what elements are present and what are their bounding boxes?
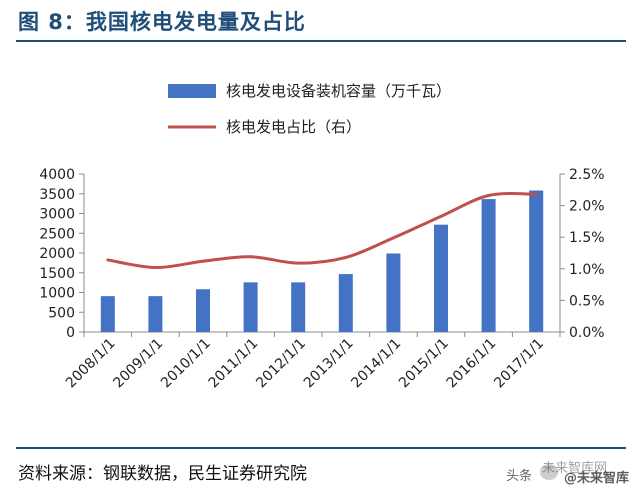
y-left-tick-label: 1500 — [39, 266, 75, 282]
bar-2012/1/1 — [291, 282, 306, 332]
share-point-2008/1/1 — [106, 258, 110, 262]
share-point-2012/1/1 — [296, 261, 300, 265]
share-line-series — [107, 192, 537, 270]
source-note: 资料来源：钢联数据，民生证券研究院 — [18, 464, 307, 484]
share-point-2013/1/1 — [344, 255, 348, 259]
bar-2013/1/1 — [338, 274, 353, 332]
x-tick-label: 2011/1/1 — [206, 336, 262, 392]
y-left-tick-label: 500 — [48, 305, 75, 321]
x-tick-label: 2009/1/1 — [110, 336, 166, 392]
x-tick-label: 2010/1/1 — [158, 336, 214, 392]
share-point-2016/1/1 — [487, 193, 491, 197]
watermark-logo-icon — [540, 464, 558, 480]
y-right-tick-label: 0.0% — [569, 325, 605, 341]
x-tick-label: 2016/1/1 — [444, 336, 500, 392]
title-divider — [16, 40, 626, 42]
y-right-tick-label: 1.5% — [569, 230, 605, 246]
bar-2016/1/1 — [481, 199, 496, 332]
share-point-2010/1/1 — [201, 259, 205, 263]
legend-bar-swatch — [168, 84, 216, 98]
y-right-tick-label: 2.5% — [569, 167, 605, 183]
legend-bar-label: 核电发电设备装机容量（万千瓦） — [226, 82, 451, 100]
y-right-tick-label: 0.5% — [569, 293, 605, 309]
bar-2011/1/1 — [243, 282, 258, 332]
watermark-part-c: @未来智库 — [564, 471, 630, 486]
bar-2008/1/1 — [100, 296, 115, 332]
x-tick-label: 2013/1/1 — [301, 336, 357, 392]
y-left-tick-label: 1000 — [39, 286, 75, 302]
share-point-2014/1/1 — [391, 236, 395, 240]
share-point-2009/1/1 — [153, 266, 157, 270]
figure-title: 图 8：我国核电发电量及占比 — [18, 10, 306, 34]
x-tick-label: 2012/1/1 — [253, 336, 309, 392]
y-left-tick-label: 2500 — [39, 226, 75, 242]
legend-line-label: 核电发电占比（右） — [226, 118, 361, 136]
y-right-tick-label: 1.0% — [569, 262, 605, 278]
x-tick-label: 2015/1/1 — [396, 336, 452, 392]
chart-legend: 核电发电设备装机容量（万千瓦） 核电发电占比（右） — [168, 82, 451, 136]
watermark: 头条 未来智库网 @未来智库 — [506, 455, 636, 486]
bar-2009/1/1 — [148, 296, 163, 332]
y-left-tick-label: 2000 — [39, 246, 75, 262]
y-right-tick-label: 2.0% — [569, 199, 605, 215]
plot-area: 0 500 1000 1500 2000 2500 3000 3500 4000 0.0% 0.5%… — [39, 167, 604, 391]
watermark-part-a: 头条 — [506, 469, 533, 484]
y-left-tick-label: 4000 — [39, 167, 75, 183]
y-left-tick-label: 3000 — [39, 207, 75, 223]
bar-2010/1/1 — [196, 289, 210, 332]
x-tick-label: 2008/1/1 — [63, 336, 119, 392]
share-point-2011/1/1 — [249, 255, 253, 259]
x-tick-label: 2014/1/1 — [348, 336, 404, 392]
x-tick-label: 2017/1/1 — [491, 336, 547, 392]
y-left-tick-label: 3500 — [39, 187, 75, 203]
bar-2014/1/1 — [386, 253, 401, 332]
y-left-tick-label: 0 — [66, 325, 75, 341]
share-point-2015/1/1 — [439, 214, 443, 218]
footer-divider — [16, 447, 626, 449]
share-point-2017/1/1 — [534, 192, 538, 196]
bar-2017/1/1 — [529, 190, 544, 332]
watermark-part-b: 未来智库网 — [542, 461, 608, 476]
bar-2015/1/1 — [434, 224, 448, 332]
